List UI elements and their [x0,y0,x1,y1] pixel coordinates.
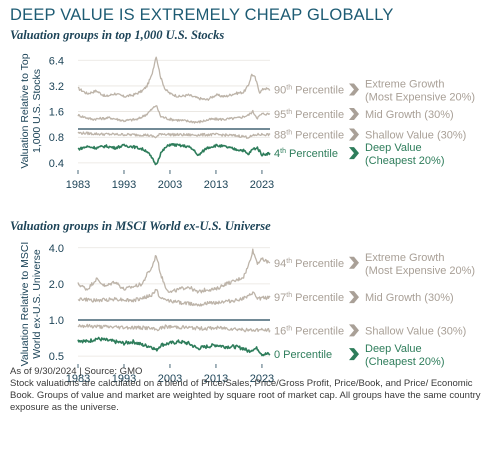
series-end-label: 97th Percentile Mid Growth (30%) [274,291,454,304]
series-line [77,56,271,101]
page-title: DEEP VALUE IS EXTREMELY CHEAP GLOBALLY [10,6,394,24]
group-name-label: (Cheapest 20%) [365,356,445,368]
chart-2-subtitle: Valuation groups in MSCI World ex-U.S. U… [10,219,271,233]
series-line [77,323,271,333]
y-tick-label: 2.0 [49,279,64,291]
y-tick-label: 0.8 [49,132,64,144]
group-name-label: (Most Expensive 20%) [365,265,475,277]
chevron-right-icon [349,324,359,337]
series-line [77,336,271,357]
group-name-label: Deep Value [365,142,422,154]
y-tick-label: 1.0 [49,315,64,327]
y-tick-label: 1.6 [49,107,64,119]
chevron-right-icon [349,256,359,269]
series-line [77,288,271,307]
chevron-right-icon [349,128,359,141]
chevron-right-icon [349,107,359,120]
series-line [77,248,271,294]
chevron-right-icon [349,291,359,304]
group-name-label: Extreme Growth [365,252,444,264]
y-tick-label: 0.4 [49,158,64,170]
group-name-label: Mid Growth (30%) [365,109,454,121]
series-end-label: 4th Percentile Deep Value(Cheapest 20%) [274,142,445,167]
percentile-label: 0 Percentile [274,349,332,361]
y-axis-title-line: World ex-U.S. Universe [31,249,43,359]
x-tick-label: 2003 [158,179,182,191]
percentile-label: 94th Percentile [274,258,344,270]
chevron-right-icon [349,348,359,361]
chart-intl-valuation: Valuation Relative to MSCI World ex-U.S. … [19,242,475,385]
group-name-label: (Cheapest 20%) [365,155,445,167]
x-tick-label: 1983 [66,373,90,385]
percentile-label: 4th Percentile [274,148,338,160]
percentile-label: 16th Percentile [274,325,344,337]
group-name-label: Mid Growth (30%) [365,292,454,304]
x-tick-label: 2003 [158,373,182,385]
group-name-label: Extreme Growth [365,79,444,91]
chart-1-subtitle: Valuation groups in top 1,000 U.S. Stock… [10,28,225,42]
x-tick-label: 2023 [250,179,274,191]
y-axis-title: Valuation Relative to MSCI World ex-U.S. … [19,242,43,367]
group-name-label: Shallow Value (30%) [365,325,466,337]
footnote-source: As of 9/30/2024 | Source: GMO [10,366,143,377]
percentile-label: 97th Percentile [274,292,344,304]
chevron-right-icon [349,83,359,96]
series-end-label: 88th Percentile Shallow Value (30%) [274,128,466,142]
series-line [77,131,271,139]
series-end-label: 0 Percentile Deep Value(Cheapest 20%) [274,343,445,368]
series-line [77,143,271,166]
series-end-label: 95th Percentile Mid Growth (30%) [274,107,454,121]
group-name-label: Shallow Value (30%) [365,130,466,142]
y-axis-title-line: 1,000 U.S. Stocks [31,69,43,153]
y-axis-title-line: Valuation Relative to Top [19,53,31,168]
x-tick-label: 2013 [204,373,228,385]
y-tick-label: 6.4 [49,55,64,67]
chevron-right-icon [349,147,359,160]
footnote-methodology: Stock valuations are calculated on a ble… [10,378,481,413]
series-end-label: 90th Percentile Extreme Growth(Most Expen… [274,79,475,104]
series-end-label: 94th Percentile Extreme Growth(Most Expen… [274,252,475,277]
x-tick-label: 1993 [112,179,136,191]
y-tick-label: 4.0 [49,243,64,255]
y-tick-label: 0.5 [49,351,64,363]
footnote: As of 9/30/2024 | Source: GMO Stock valu… [10,366,492,414]
percentile-label: 90th Percentile [274,85,344,97]
chart-us-valuation: Valuation Relative to Top 1,000 U.S. Stoc… [19,53,475,191]
percentile-label: 88th Percentile [274,130,344,142]
y-tick-label: 3.2 [49,81,64,93]
series-line [77,105,271,124]
x-tick-label: 1993 [112,373,136,385]
series-end-label: 16th Percentile Shallow Value (30%) [274,324,466,337]
y-axis-title-line: Valuation Relative to MSCI [19,242,31,367]
percentile-label: 95th Percentile [274,109,344,121]
group-name-label: (Most Expensive 20%) [365,92,475,104]
x-tick-label: 2023 [250,373,274,385]
x-tick-label: 2013 [204,179,228,191]
group-name-label: Deep Value [365,343,422,355]
x-tick-label: 1983 [66,179,90,191]
y-axis-title: Valuation Relative to Top 1,000 U.S. Stoc… [19,53,43,168]
